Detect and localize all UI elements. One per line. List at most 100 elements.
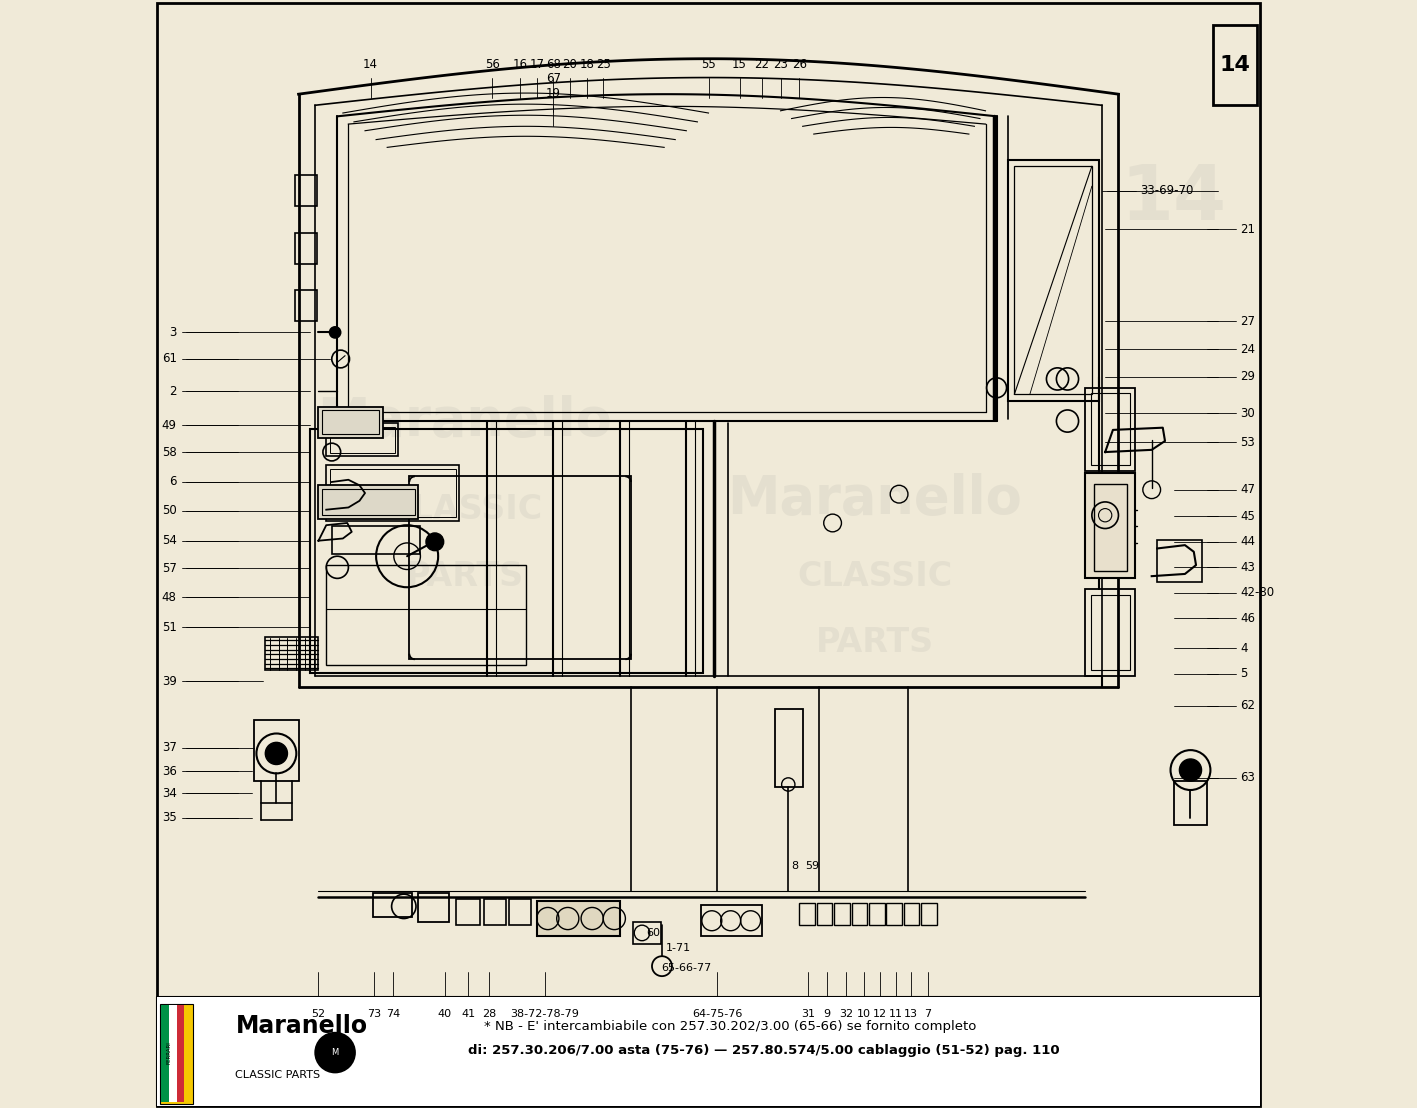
Text: 68: 68 [546, 58, 561, 71]
Bar [326, 423, 398, 456]
Circle shape [315, 1033, 356, 1073]
Text: 53: 53 [1240, 435, 1255, 449]
Circle shape [427, 533, 444, 551]
Bar [1213, 25, 1257, 105]
Text: 13: 13 [904, 1008, 918, 1019]
Text: 20: 20 [563, 58, 578, 71]
Bar [322, 489, 415, 515]
Bar [330, 469, 456, 517]
Bar [1085, 589, 1135, 676]
Bar [254, 720, 299, 781]
Text: 63: 63 [1240, 771, 1255, 784]
Text: Maranello: Maranello [235, 1014, 367, 1038]
Text: 59: 59 [806, 861, 819, 872]
Text: 52: 52 [312, 1008, 326, 1019]
Text: 27: 27 [1240, 315, 1255, 328]
Text: 14: 14 [1121, 163, 1227, 236]
Text: 36: 36 [162, 765, 177, 778]
Text: 17: 17 [530, 58, 544, 71]
Text: CLASSIC: CLASSIC [798, 560, 952, 593]
Bar [265, 637, 319, 670]
Text: 67: 67 [546, 72, 561, 85]
Text: 58: 58 [162, 445, 177, 459]
Text: * NB - E' intercambiabile con 257.30.202/3.00 (65-66) se fornito completo: * NB - E' intercambiabile con 257.30.202… [485, 1019, 976, 1033]
Text: 73: 73 [367, 1008, 381, 1019]
Bar [887, 903, 903, 925]
Bar [1085, 388, 1135, 471]
Text: 7: 7 [924, 1008, 931, 1019]
Text: 39: 39 [162, 675, 177, 688]
Bar [1158, 540, 1202, 582]
Bar [310, 429, 703, 673]
Text: 28: 28 [482, 1008, 496, 1019]
Bar [160, 1004, 193, 1104]
Bar [319, 407, 383, 438]
Text: 2: 2 [169, 384, 177, 398]
Text: 14: 14 [363, 58, 378, 71]
Text: Maranello: Maranello [727, 473, 1022, 524]
Text: 12: 12 [873, 1008, 887, 1019]
Bar [330, 427, 395, 453]
Text: FERRARI: FERRARI [166, 1042, 171, 1064]
Bar [921, 903, 937, 925]
Bar [1007, 160, 1098, 401]
Text: 16: 16 [513, 58, 527, 71]
Text: 64-75-76: 64-75-76 [691, 1008, 743, 1019]
Bar [295, 175, 317, 206]
Bar [904, 903, 920, 925]
Bar [1094, 484, 1128, 571]
Text: 18: 18 [580, 58, 594, 71]
Bar [775, 709, 802, 787]
Text: 57: 57 [162, 562, 177, 575]
Text: 26: 26 [792, 58, 806, 71]
Text: 56: 56 [485, 58, 500, 71]
Text: 54: 54 [162, 534, 177, 547]
Bar [373, 893, 411, 917]
Text: 5: 5 [1240, 667, 1248, 680]
Text: 34: 34 [162, 787, 177, 800]
Text: 19: 19 [546, 86, 561, 100]
Bar [1085, 473, 1135, 578]
Text: 65-66-77: 65-66-77 [662, 963, 711, 974]
Text: 50: 50 [162, 504, 177, 517]
Bar [537, 901, 619, 936]
Text: 31: 31 [801, 1008, 815, 1019]
Text: 47: 47 [1240, 483, 1255, 496]
Text: 60: 60 [646, 927, 660, 938]
Bar [326, 465, 459, 521]
Bar [410, 476, 631, 659]
Text: CLASSIC PARTS: CLASSIC PARTS [235, 1069, 320, 1080]
Text: 40: 40 [438, 1008, 452, 1019]
Text: 14: 14 [1220, 55, 1250, 75]
Bar [295, 290, 317, 321]
Bar [322, 410, 380, 434]
Text: Maranello: Maranello [317, 396, 612, 447]
Bar [869, 903, 884, 925]
Text: 42-80: 42-80 [1240, 586, 1274, 599]
Text: 22: 22 [754, 58, 769, 71]
Text: 41: 41 [461, 1008, 475, 1019]
Text: CLASSIC: CLASSIC [387, 493, 543, 526]
Text: 15: 15 [733, 58, 747, 71]
Bar [1091, 393, 1129, 465]
Bar [852, 903, 867, 925]
Text: 35: 35 [162, 811, 177, 824]
Circle shape [265, 742, 288, 765]
Text: 74: 74 [385, 1008, 400, 1019]
Text: 49: 49 [162, 419, 177, 432]
Text: 33-69-70: 33-69-70 [1141, 184, 1195, 197]
Bar [157, 997, 1260, 1106]
Bar [418, 893, 449, 922]
Text: 21: 21 [1240, 223, 1255, 236]
Text: 8: 8 [791, 861, 799, 872]
Bar [1173, 781, 1207, 825]
Text: M: M [332, 1048, 339, 1057]
Text: 1-71: 1-71 [666, 943, 691, 954]
Text: 10: 10 [857, 1008, 870, 1019]
Bar [835, 903, 850, 925]
Circle shape [1179, 759, 1202, 781]
Bar [483, 899, 506, 925]
Text: 43: 43 [1240, 561, 1255, 574]
Text: 30: 30 [1240, 407, 1255, 420]
Text: 4: 4 [1240, 642, 1248, 655]
